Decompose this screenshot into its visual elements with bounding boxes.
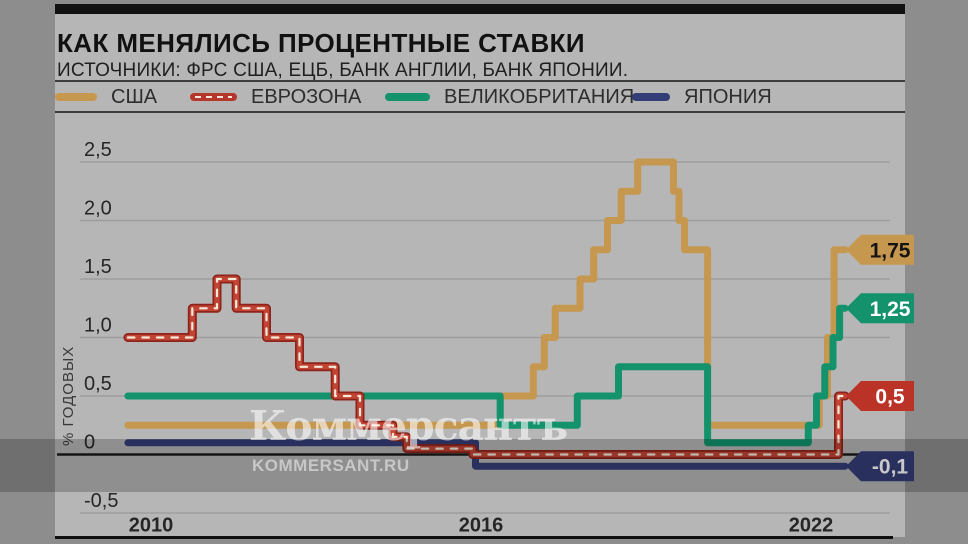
end-badge-label-usa: 1,75	[870, 239, 911, 262]
divider-bottom	[55, 111, 905, 113]
legend: США ЕВРОЗОНА ВЕЛИКОБРИТАНИЯ ЯПОНИЯ	[0, 84, 968, 110]
legend-swatch-eurozone	[190, 93, 237, 101]
legend-item-japan: ЯПОНИЯ	[632, 84, 772, 110]
chart-sources: ИСТОЧНИКИ: ФРС США, ЕЦБ, БАНК АНГЛИИ, БА…	[57, 60, 629, 81]
legend-item-usa: США	[55, 84, 157, 110]
divider-top	[55, 80, 905, 82]
y-tick-label-0: 0	[84, 432, 95, 454]
legend-item-eurozone: ЕВРОЗОНА	[190, 84, 361, 110]
legend-item-uk: ВЕЛИКОБРИТАНИЯ	[385, 84, 634, 110]
x-tick-label-2016: 2016	[459, 515, 504, 537]
x-tick-label-2010: 2010	[129, 515, 174, 537]
top-accent-bar	[55, 4, 905, 14]
end-badge-label-uk: 1,25	[870, 298, 911, 321]
end-badge-uk	[846, 293, 914, 324]
y-tick-label-1,5: 1,5	[84, 256, 112, 278]
y-tick-label-0,5: 0,5	[84, 373, 112, 395]
y-tick-label--0,5: -0,5	[84, 490, 118, 512]
end-badge-usa	[846, 234, 914, 265]
kommersant-site-watermark: KOMMERSANT.RU	[252, 456, 410, 475]
series-line-uk	[124, 304, 849, 447]
legend-label-usa: США	[111, 85, 158, 108]
end-badge-eurozone	[846, 381, 914, 411]
y-tick-label-2,0: 2,0	[84, 198, 112, 220]
legend-label-eurozone: ЕВРОЗОНА	[251, 85, 362, 108]
end-badge-label-japan: -0,1	[872, 456, 909, 479]
legend-swatch-uk	[385, 93, 430, 101]
x-tick-label-2022: 2022	[789, 515, 834, 537]
legend-swatch-japan	[632, 93, 670, 101]
end-badge-japan	[846, 451, 914, 482]
y-tick-label-1,0: 1,0	[84, 315, 112, 337]
legend-label-uk: ВЕЛИКОБРИТАНИЯ	[444, 85, 635, 108]
series-line-eurozone-dashes	[126, 277, 847, 456]
y-axis-title: % ГОДОВЫХ	[60, 345, 77, 446]
legend-swatch-dash-pattern	[194, 95, 233, 99]
legend-label-japan: ЯПОНИЯ	[684, 85, 772, 108]
end-badge-label-eurozone: 0,5	[875, 386, 905, 409]
kommersant-logo-watermark: Коммерсантъ	[249, 402, 568, 450]
chart-title: КАК МЕНЯЛИСЬ ПРОЦЕНТНЫЕ СТАВКИ	[57, 28, 586, 58]
y-tick-label-2,5: 2,5	[84, 139, 112, 161]
chart-card	[55, 14, 905, 537]
legend-swatch-usa	[55, 93, 97, 101]
watermark-band	[0, 439, 968, 492]
